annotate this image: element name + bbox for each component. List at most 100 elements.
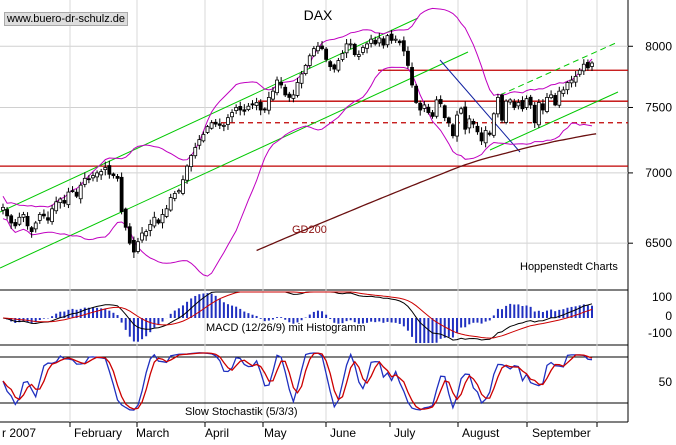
candle-body <box>406 50 410 66</box>
candle-body <box>258 102 263 111</box>
candle-body <box>209 122 214 129</box>
candle-body <box>316 45 320 52</box>
candle-body <box>148 224 153 231</box>
candle-body <box>336 60 341 71</box>
candle-body <box>275 79 279 94</box>
candle-body <box>205 126 210 133</box>
candle-body <box>271 90 275 100</box>
candle-body <box>172 193 177 199</box>
candle-body <box>189 155 194 168</box>
candle-body <box>324 48 329 60</box>
candle-body <box>369 38 374 44</box>
candle-body <box>541 103 545 111</box>
candle-body <box>111 173 116 177</box>
stoch-tick-50: 50 <box>659 375 673 389</box>
candle-body <box>377 37 382 44</box>
candle-body <box>471 120 476 125</box>
candle-body <box>54 201 59 212</box>
candle-body <box>520 100 525 110</box>
candle-body <box>86 178 91 181</box>
candle-body <box>140 232 144 241</box>
candle-body <box>123 208 128 228</box>
candle-body <box>5 209 9 217</box>
candle-body <box>307 55 312 66</box>
candle-body <box>561 89 566 94</box>
price-panel <box>0 7 628 277</box>
x-label-mar: March <box>136 426 169 440</box>
candle-body <box>283 86 288 96</box>
candle-body <box>401 40 406 52</box>
candle-body <box>262 108 267 111</box>
candle-body <box>414 85 419 103</box>
macd-tick-100: 100 <box>652 290 672 304</box>
x-label-aug: August <box>462 426 500 440</box>
candle-body <box>479 132 484 142</box>
candle-body <box>573 75 578 83</box>
gd200-label: GD200 <box>292 224 327 236</box>
candle-body <box>144 231 149 237</box>
macd-tick-minus100: -100 <box>648 326 672 340</box>
candle-body <box>434 99 439 117</box>
bollinger-lower <box>2 66 593 277</box>
candle-body <box>328 61 333 68</box>
candle-body <box>78 184 83 200</box>
website-label: www.buero-dr-schulz.de <box>4 12 128 26</box>
candle-body <box>491 113 496 136</box>
candle-body <box>553 95 558 106</box>
candle-body <box>70 190 75 193</box>
candle-body <box>512 101 517 108</box>
candle-body <box>221 124 226 127</box>
candle-body <box>160 214 165 224</box>
candle-body <box>528 96 533 106</box>
candle-body <box>250 103 255 106</box>
candle-body <box>279 82 284 86</box>
candle-body <box>524 98 529 108</box>
candle-body <box>361 47 365 53</box>
downtrend-line <box>439 59 521 153</box>
x-label-jun: June <box>330 426 356 440</box>
candle-body <box>373 39 378 45</box>
candle-body <box>33 222 38 230</box>
candle-body <box>418 102 423 111</box>
candle-body <box>91 175 95 179</box>
candle-body <box>356 54 361 57</box>
candle-body <box>238 106 243 111</box>
candle-body <box>426 106 431 113</box>
candle-body <box>197 139 202 146</box>
macd-label: MACD (12/26/9) mit Histogramm <box>206 322 366 334</box>
candle-body <box>37 214 42 221</box>
candle-body <box>291 94 296 99</box>
stoch-d-line <box>2 352 593 410</box>
candle-body <box>586 62 590 69</box>
candle-body <box>344 43 349 54</box>
candle-body <box>164 208 169 217</box>
x-label-jul: July <box>394 426 415 440</box>
candle-body <box>536 102 541 126</box>
candle-body <box>577 69 582 75</box>
candle-body <box>58 198 63 204</box>
candle-body <box>348 43 353 46</box>
candle-body <box>193 147 198 157</box>
candle-body <box>422 104 427 109</box>
candle-body <box>17 216 22 225</box>
candle-body <box>496 97 500 115</box>
candle-body <box>74 191 79 197</box>
candle-body <box>381 38 386 46</box>
candle-body <box>446 117 451 124</box>
y-tick-label: 7500 <box>645 100 672 114</box>
candle-body <box>230 112 234 118</box>
candle-body <box>565 82 570 91</box>
candle-body <box>385 35 390 46</box>
candle-body <box>340 53 345 60</box>
candle-body <box>131 239 136 253</box>
candle-body <box>99 171 104 176</box>
y-tick-label: 8000 <box>645 39 672 53</box>
candle-body <box>242 109 247 112</box>
stochastic-label: Slow Stochastik (5/3/3) <box>185 406 298 418</box>
candle-body <box>532 104 537 124</box>
x-label-apr: April <box>205 426 229 440</box>
candle-body <box>516 102 521 107</box>
candle-body <box>213 121 218 125</box>
